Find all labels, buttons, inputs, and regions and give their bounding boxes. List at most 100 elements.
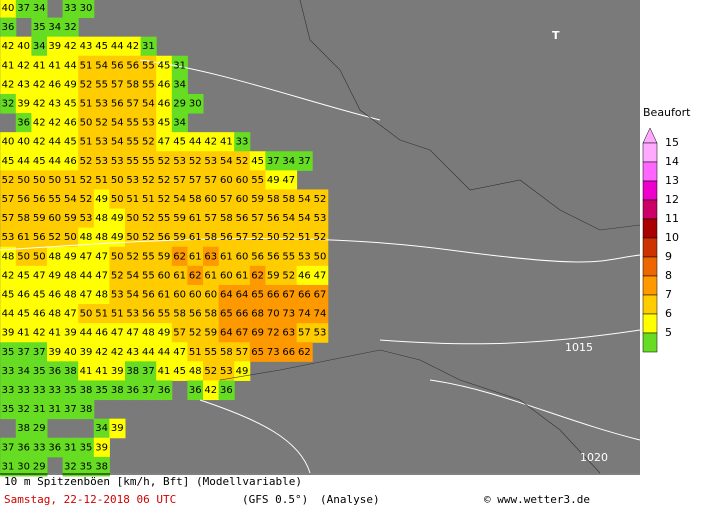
gust-value: 38 [17, 423, 30, 434]
gust-value: 55 [142, 270, 155, 281]
gust-cell [93, 189, 110, 210]
gust-value: 42 [48, 118, 61, 129]
gust-value: 65 [251, 290, 264, 301]
gust-value: 47 [173, 347, 186, 358]
gust-value: 66 [282, 347, 295, 358]
gust-value: 44 [142, 347, 155, 358]
gust-cell [0, 361, 17, 381]
gust-value: 73 [267, 347, 280, 358]
gust-cell [0, 170, 17, 190]
gust-value: 49 [48, 270, 61, 281]
gust-cell [109, 246, 126, 267]
gust-cell [15, 418, 32, 439]
gust-cell [109, 189, 126, 210]
gust-value: 54 [95, 60, 108, 71]
gust-cell [265, 342, 282, 362]
gust-value: 37 [142, 385, 155, 396]
gust-cell [78, 170, 95, 190]
gust-cell [0, 304, 17, 324]
gust-cell [78, 151, 95, 171]
gust-value: 53 [95, 156, 108, 167]
gust-value: 49 [236, 366, 249, 377]
gust-value: 54 [111, 137, 124, 148]
gust-value: 59 [158, 251, 171, 262]
gust-cell [125, 342, 142, 362]
gust-value: 48 [64, 270, 77, 281]
gust-cell [140, 342, 157, 362]
gust-value: 34 [33, 3, 46, 14]
gust-cell [78, 227, 95, 248]
gust-cell [78, 380, 95, 401]
gust-value: 49 [111, 232, 124, 243]
gust-value: 51 [142, 194, 155, 205]
gust-value: 50 [64, 232, 77, 243]
isobar-label: 1015 [565, 341, 593, 354]
gust-cell [218, 304, 235, 324]
gust-cell [312, 189, 329, 210]
gust-cell [218, 342, 235, 362]
gust-value: 52 [282, 232, 295, 243]
gust-cell [156, 304, 173, 324]
gust-value: 57 [189, 175, 202, 186]
gust-value: 47 [95, 270, 108, 281]
gust-cell [187, 304, 204, 324]
gust-value: 46 [33, 309, 46, 320]
gust-value: 50 [126, 213, 139, 224]
gust-value: 35 [33, 366, 46, 377]
legend-label: 7 [665, 288, 672, 301]
gust-cell [281, 227, 298, 248]
gust-cell [312, 246, 329, 267]
gust-cell [140, 246, 157, 267]
gust-value: 52 [189, 328, 202, 339]
gust-value: 48 [64, 290, 77, 301]
gust-value: 37 [17, 3, 30, 14]
gust-value: 52 [80, 156, 93, 167]
gust-cell [125, 265, 142, 286]
gust-cell [249, 151, 266, 171]
gust-cell [203, 170, 220, 190]
gust-cell [125, 304, 142, 324]
gust-cell [140, 304, 157, 324]
gust-value: 73 [282, 309, 295, 320]
gust-value: 36 [17, 118, 30, 129]
gust-cell [15, 55, 32, 76]
gust-cell [62, 265, 79, 286]
gust-value: 49 [111, 213, 124, 224]
gust-value: 37 [17, 347, 30, 358]
legend-label: 9 [665, 250, 672, 263]
gust-value: 42 [2, 41, 15, 52]
gust-cell [93, 361, 110, 381]
gust-cell [249, 323, 266, 343]
legend-swatch [642, 332, 658, 353]
gust-cell [15, 74, 32, 95]
gust-cell [93, 170, 110, 190]
gust-value: 38 [111, 385, 124, 396]
gust-value: 56 [267, 213, 280, 224]
gust-value: 50 [48, 175, 61, 186]
gust-cell [156, 132, 173, 152]
gust-value: 45 [95, 41, 108, 52]
gust-cell [140, 151, 157, 171]
gust-cell [15, 342, 32, 362]
gust-value: 48 [80, 232, 93, 243]
coastlines [219, 0, 641, 474]
legend-swatch [642, 218, 658, 239]
gust-cell [109, 93, 126, 114]
gust-value: 52 [158, 156, 171, 167]
gust-cell [15, 0, 32, 19]
gust-value: 33 [64, 3, 77, 14]
gust-value: 58 [126, 79, 139, 90]
gust-cell [47, 17, 64, 38]
legend-swatch [642, 313, 658, 334]
gust-value: 50 [17, 175, 30, 186]
gust-value: 38 [80, 385, 93, 396]
model: (GFS 0.5°) [242, 493, 308, 506]
gust-value: 44 [2, 309, 15, 320]
gust-cell [93, 323, 110, 343]
gust-cell [140, 361, 157, 381]
gust-value: 33 [48, 385, 61, 396]
gust-value: 30 [80, 3, 93, 14]
gust-value: 58 [267, 194, 280, 205]
gust-value: 62 [251, 270, 264, 281]
gust-cell [203, 208, 220, 229]
